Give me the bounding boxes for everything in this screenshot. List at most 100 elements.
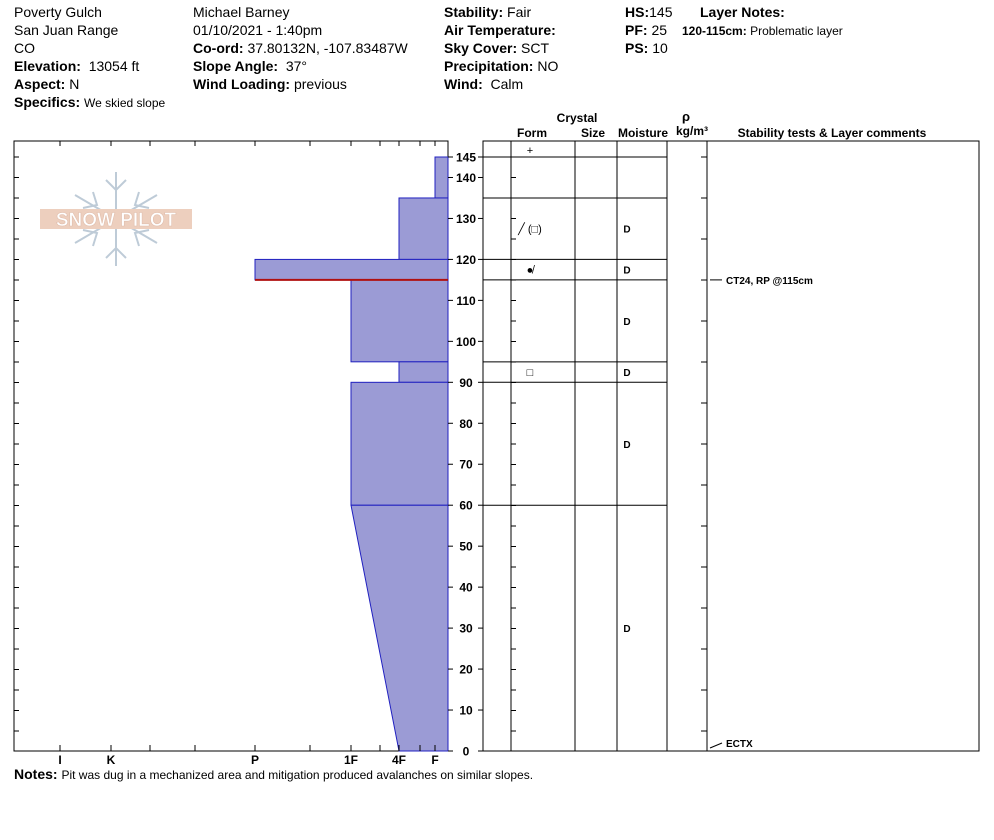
layer-table: + ╱ (□) D ●̸ D D □ D D D <box>483 141 708 751</box>
hardness-bar <box>398 361 449 383</box>
hardness-label: I <box>58 753 61 767</box>
notes-text: Pit was dug in a mechanized area and mit… <box>61 768 534 782</box>
moisture-value: D <box>623 225 630 236</box>
notes: Notes: Pit was dug in a mechanized area … <box>14 766 533 782</box>
hardness-bar <box>350 381 449 506</box>
pf-field: PF: 25 <box>625 21 667 39</box>
wind-loading-field: Wind Loading: previous <box>193 75 347 93</box>
moisture-value: D <box>623 624 630 635</box>
specifics-field: Specifics: We skied slope <box>14 93 165 112</box>
hardness-plot-ticks <box>14 141 436 751</box>
hardness-bars <box>254 156 449 752</box>
notes-label: Notes: <box>14 766 58 782</box>
moisture-value: D <box>623 440 630 451</box>
moisture-header: Moisture <box>618 126 668 140</box>
hardness-label: 1F <box>344 753 358 767</box>
hardness-label: F <box>431 753 438 767</box>
hardness-label: P <box>251 753 259 767</box>
coord-field: Co-ord: 37.80132N, -107.83487W <box>193 39 408 57</box>
sky-value: SCT <box>521 40 550 56</box>
depth-label: 90 <box>459 376 473 390</box>
ps-label: PS: <box>625 40 649 56</box>
air-temp-label: Air Temperature: <box>444 22 556 38</box>
sky-field: Sky Cover: SCT <box>444 39 549 57</box>
comments-header: Stability tests & Layer comments <box>738 126 927 140</box>
layer-note-text: Problematic layer <box>750 24 843 38</box>
crystal-header: Crystal <box>557 111 598 125</box>
ps-value: 10 <box>652 40 668 56</box>
hs-value: 145 <box>649 4 673 20</box>
precip-label: Precipitation: <box>444 58 534 74</box>
density-symbol: ρ <box>682 109 690 124</box>
hardness-bar <box>434 156 449 199</box>
ps-field: PS: 10 <box>625 39 668 57</box>
layer-note: 120-115cm: Problematic layer <box>682 22 843 40</box>
crystal-form: + <box>527 145 533 157</box>
depth-label: 50 <box>459 540 473 554</box>
coord-value: 37.80132N, -107.83487W <box>247 40 408 56</box>
stability-value: Fair <box>507 4 532 20</box>
depth-label: 40 <box>459 581 473 595</box>
stability-tests: CT24, RP @115cm ECTX <box>709 276 813 750</box>
logo-banner <box>40 209 192 229</box>
depth-label: 145 <box>456 151 476 165</box>
hardness-bar <box>350 279 449 363</box>
density-unit: kg/m³ <box>676 124 708 138</box>
elevation-value: 13054 ft <box>88 58 140 74</box>
stability-label: Stability: <box>444 4 504 20</box>
pf-label: PF: <box>625 22 648 38</box>
logo-text: SNOW PILOT <box>56 210 177 231</box>
wind-label: Wind: <box>444 76 483 92</box>
crystal-form: ╱ (□) <box>517 222 542 236</box>
stability-test-pointer <box>709 742 723 749</box>
layer-table-frame <box>482 140 980 752</box>
precip-value: NO <box>537 58 559 74</box>
state-name: CO <box>14 40 35 56</box>
moisture-value: D <box>623 368 630 379</box>
depth-label: 0 <box>463 745 470 759</box>
snowpilot-logo: SNOW PILOT <box>40 172 192 266</box>
depth-label: 140 <box>456 171 476 185</box>
wind-loading-label: Wind Loading: <box>193 76 291 92</box>
depth-label: 20 <box>459 663 473 677</box>
observation-datetime: 01/10/2021 - 1:40pm <box>193 22 323 38</box>
hardness-label: K <box>107 753 116 767</box>
range-name: San Juan Range <box>14 22 119 38</box>
observer-name: Michael Barney <box>193 4 290 20</box>
stability-test-label: CT24, RP @115cm <box>726 276 813 287</box>
depth-label: 30 <box>459 622 473 636</box>
hardness-bar <box>350 504 449 752</box>
aspect-label: Aspect: <box>14 76 66 92</box>
depth-label: 120 <box>456 253 476 267</box>
precip-field: Precipitation: NO <box>444 57 558 75</box>
layer-notes-label: Layer Notes: <box>700 4 785 20</box>
slope-field: Slope Angle: 37° <box>193 57 307 75</box>
pf-value: 25 <box>651 22 668 38</box>
size-header: Size <box>581 126 605 140</box>
hardness-axis: I K P 1F 4F F <box>58 753 438 767</box>
depth-label: 110 <box>456 294 476 308</box>
coord-label: Co-ord: <box>193 40 244 56</box>
depth-axis: 0 10 20 30 40 50 60 70 80 90 100 110 120 130 140 145 <box>448 151 483 759</box>
depth-label: 130 <box>456 212 476 226</box>
specifics-label: Specifics: <box>14 94 81 110</box>
wind-loading-value: previous <box>293 76 347 92</box>
crystal-form: □ <box>527 367 534 379</box>
depth-label: 100 <box>456 335 476 349</box>
layer-note-range: 120-115cm: <box>682 24 747 38</box>
crystal-form: ●̸ <box>527 265 536 277</box>
depth-label: 80 <box>459 417 473 431</box>
air-temp-field: Air Temperature: <box>444 21 560 39</box>
depth-label: 60 <box>459 499 473 513</box>
elevation-label: Elevation: <box>14 58 81 74</box>
stability-test-label: ECTX <box>726 739 753 750</box>
slope-value: 37° <box>285 58 307 74</box>
layer-table-ticks <box>511 156 707 732</box>
hardness-bar <box>254 258 449 281</box>
hs-field: HS:145 <box>625 3 672 21</box>
form-header: Form <box>517 126 547 140</box>
aspect-field: Aspect: N <box>14 75 79 93</box>
aspect-value: N <box>69 76 80 92</box>
stability-field: Stability: Fair <box>444 3 531 21</box>
